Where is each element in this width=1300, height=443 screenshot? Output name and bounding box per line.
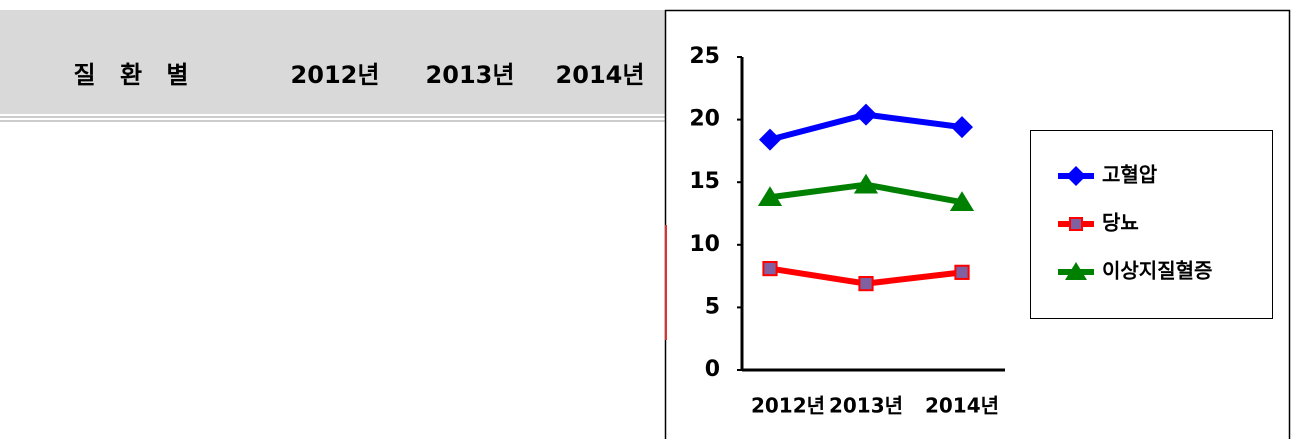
y-tick-label: 0 (705, 357, 720, 382)
y-tick-label: 5 (705, 294, 720, 319)
marker (949, 191, 975, 212)
marker (759, 128, 781, 151)
table-header-cell: 질 환 별 (74, 61, 197, 89)
y-tick-label: 25 (689, 44, 720, 69)
table-header-cell: 2012년 (291, 61, 380, 89)
x-tick-label: 2014년 (925, 394, 999, 418)
marker (951, 116, 973, 139)
marker (1065, 262, 1087, 280)
marker (1069, 217, 1083, 231)
marker (762, 260, 778, 277)
table-header-bg (0, 10, 665, 114)
marker (853, 173, 879, 194)
x-tick-label: 2012년 (751, 394, 825, 418)
table-header-cell: 2013년 (426, 61, 515, 89)
y-tick-label: 20 (689, 107, 720, 132)
legend-label: 고혈압 (1102, 163, 1158, 187)
marker (954, 264, 970, 280)
table-header-cell: 2014년 (556, 61, 645, 89)
legend-box (1030, 130, 1273, 319)
marker (1066, 166, 1086, 186)
y-tick-label: 10 (689, 232, 720, 257)
marker (858, 276, 874, 292)
y-tick-label: 15 (689, 169, 720, 194)
marker (855, 103, 877, 126)
marker (757, 186, 783, 207)
legend-label: 당뇨 (1102, 211, 1139, 235)
legend-label: 이상지질혈증 (1102, 259, 1212, 283)
x-tick-label: 2013년 (829, 394, 903, 418)
